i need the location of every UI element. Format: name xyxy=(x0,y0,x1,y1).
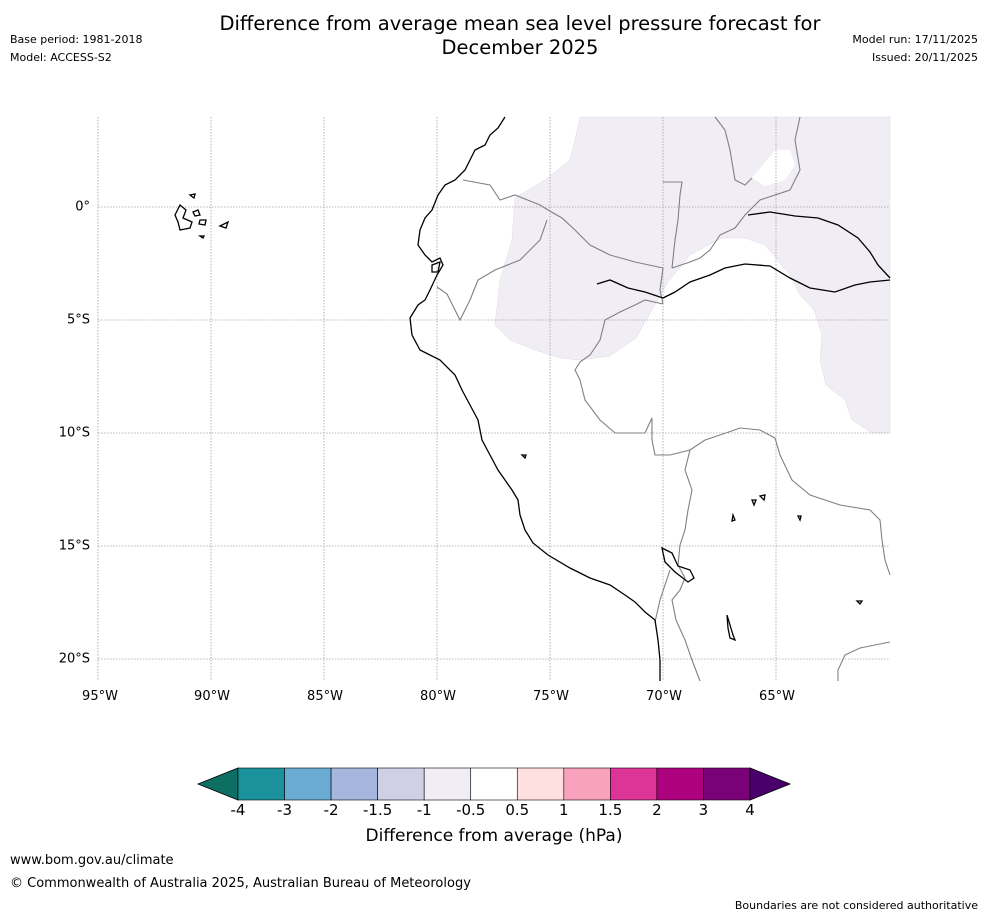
colorbar-cell xyxy=(516,767,565,801)
lat-label-15s: 15°S xyxy=(58,538,90,554)
colorbar-cell xyxy=(237,767,285,801)
colorbar-extend-low xyxy=(196,767,239,801)
lon-label-80w: 80°W xyxy=(420,689,456,704)
colorbar-tick-label: 3 xyxy=(698,801,709,819)
lon-label-90w: 90°W xyxy=(194,689,230,704)
anomaly-region-north xyxy=(494,116,891,434)
colorbar-extend-high xyxy=(749,767,792,801)
colorbar-tick-label: -0.5 xyxy=(456,801,486,819)
lat-label-5s: 5°S xyxy=(66,312,90,328)
issued-date: Issued: 20/11/2025 xyxy=(871,51,978,64)
lon-label-70w: 70°W xyxy=(646,689,682,704)
colorbar-cell xyxy=(610,767,658,801)
lon-label-95w: 95°W xyxy=(82,689,118,704)
colorbar-cell xyxy=(284,767,332,801)
colorbar-tick-label: 1.5 xyxy=(598,801,623,819)
model-name: Model: ACCESS-S2 xyxy=(10,51,112,64)
colorbar-cell xyxy=(470,767,518,801)
footer-disclaimer: Boundaries are not considered authoritat… xyxy=(734,899,978,912)
colorbar-tick-label: -3 xyxy=(277,801,293,819)
country-borders xyxy=(436,116,891,682)
lon-label-65w: 65°W xyxy=(759,689,795,704)
coastline xyxy=(174,116,891,681)
lat-label-20s: 20°S xyxy=(58,651,90,667)
lat-label-0: 0° xyxy=(75,199,90,215)
colorbar-cell xyxy=(330,767,378,801)
anomaly-gap xyxy=(752,150,795,186)
map-title-line2: December 2025 xyxy=(441,36,599,59)
colorbar-tick-label: -1.5 xyxy=(362,801,393,819)
colorbar xyxy=(196,767,792,801)
map-title: Difference from average mean sea level p… xyxy=(190,12,850,60)
colorbar-tick-label: 4 xyxy=(745,801,755,819)
colorbar-cell xyxy=(563,767,611,801)
header-meta-right: Model run: 17/11/2025 Issued: 20/11/2025 xyxy=(852,31,978,67)
lat-label-10s: 10°S xyxy=(58,425,90,441)
header-meta-left: Base period: 1981-2018 Model: ACCESS-S2 xyxy=(10,31,142,67)
map-title-line1: Difference from average mean sea level p… xyxy=(219,12,821,35)
model-run: Model run: 17/11/2025 xyxy=(852,33,978,46)
footer-url[interactable]: www.bom.gov.au/climate xyxy=(10,853,174,868)
footer-copyright: © Commonwealth of Australia 2025, Austra… xyxy=(10,876,471,891)
colorbar-tick-label: 2 xyxy=(652,801,662,819)
colorbar-cell xyxy=(423,767,472,801)
graticule xyxy=(97,117,890,681)
colorbar-tick-label: 0.5 xyxy=(505,801,530,819)
colorbar-cell xyxy=(377,767,425,801)
colorbar-tick-label: 1 xyxy=(559,801,569,819)
lon-label-75w: 75°W xyxy=(533,689,569,704)
colorbar-cell xyxy=(656,767,704,801)
colorbar-tick-label: -2 xyxy=(323,801,339,819)
lon-label-85w: 85°W xyxy=(307,689,343,704)
colorbar-tick-label: -1 xyxy=(416,801,432,819)
colorbar-title: Difference from average (hPa) xyxy=(365,826,623,846)
colorbar-tick-label: -4 xyxy=(230,801,246,819)
base-period: Base period: 1981-2018 xyxy=(10,33,143,46)
colorbar-cell xyxy=(703,767,751,801)
